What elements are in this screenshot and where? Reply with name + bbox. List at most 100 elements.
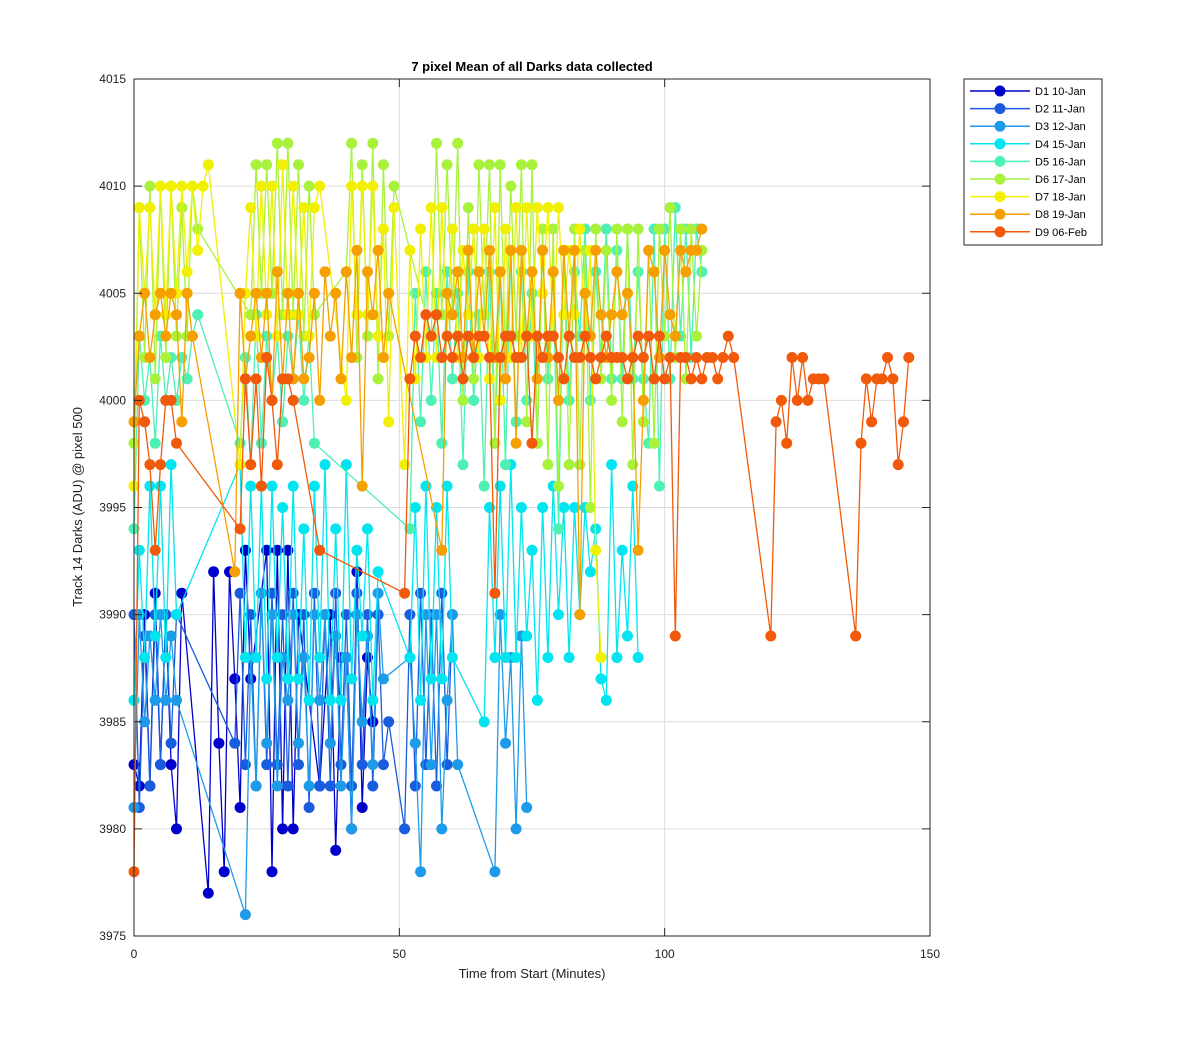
data-point (171, 309, 182, 321)
data-point (510, 437, 522, 449)
data-point (691, 244, 702, 256)
data-point (882, 352, 893, 363)
legend-marker (994, 208, 1006, 220)
data-point (653, 330, 665, 342)
data-point (452, 330, 464, 342)
data-point (425, 759, 437, 771)
data-point (149, 544, 161, 556)
data-point (537, 244, 549, 256)
data-point (595, 652, 607, 663)
data-point (584, 352, 596, 363)
data-point (616, 544, 628, 556)
data-point (250, 287, 262, 299)
data-point (324, 737, 336, 749)
data-point (308, 309, 320, 321)
data-point (457, 459, 469, 471)
data-point (574, 609, 586, 621)
data-point (505, 244, 517, 256)
data-point (377, 223, 389, 235)
data-point (186, 330, 198, 342)
data-point (261, 544, 273, 556)
data-point (245, 330, 257, 342)
data-point (510, 652, 522, 663)
data-point (616, 416, 628, 428)
data-point (271, 780, 283, 792)
data-point (505, 330, 517, 342)
data-point (261, 309, 273, 321)
data-point (404, 373, 416, 385)
data-point (139, 416, 151, 428)
legend-marker (994, 226, 1006, 238)
series-4 (128, 459, 644, 728)
data-point (155, 759, 166, 771)
data-point (436, 544, 448, 556)
data-point (446, 309, 458, 321)
data-point (595, 352, 607, 363)
data-point (176, 180, 188, 192)
data-point (600, 244, 612, 256)
data-point (680, 352, 692, 363)
data-point (404, 523, 416, 535)
data-point (165, 180, 177, 192)
data-point (266, 180, 278, 192)
data-point (494, 159, 506, 171)
data-point (494, 394, 506, 406)
data-point (287, 609, 299, 621)
data-point (356, 759, 368, 771)
data-point (898, 416, 909, 428)
data-point (362, 266, 373, 278)
axis-ticks: 0 50 100 150 3975 3980 3985 3990 3995 4000 4005 401… (99, 72, 940, 961)
data-point (691, 330, 702, 342)
data-point (706, 352, 718, 363)
data-point (515, 159, 527, 171)
data-point (765, 630, 777, 642)
data-point (335, 373, 347, 385)
data-point (622, 287, 633, 299)
data-point (775, 394, 787, 406)
data-point (632, 544, 644, 556)
data-point (500, 459, 511, 471)
data-point (346, 352, 358, 363)
data-point (431, 309, 442, 321)
data-point (637, 352, 649, 363)
data-point (234, 802, 246, 813)
data-point (892, 459, 904, 471)
series-line (133, 228, 703, 615)
data-point (446, 373, 458, 385)
data-point (388, 202, 400, 214)
data-point (537, 352, 549, 363)
data-point (489, 587, 501, 599)
legend-marker (994, 103, 1006, 115)
data-point (271, 459, 283, 471)
data-point (441, 694, 453, 706)
data-point (144, 180, 156, 192)
data-point (600, 223, 612, 235)
data-point (569, 244, 580, 256)
data-point (165, 630, 177, 642)
data-point (494, 352, 506, 363)
y-tick-label: 3975 (99, 929, 126, 943)
data-point (404, 244, 416, 256)
data-point (181, 287, 193, 299)
data-point (351, 544, 363, 556)
data-point (133, 330, 145, 342)
data-point (346, 823, 358, 835)
data-point (903, 352, 915, 363)
data-point (622, 223, 633, 235)
data-point (542, 202, 554, 214)
data-point (643, 330, 655, 342)
data-point (377, 673, 389, 685)
data-point (372, 587, 384, 599)
data-point (314, 780, 326, 792)
data-point (165, 737, 177, 749)
data-point (632, 652, 644, 663)
legend-label: D1 10-Jan (1035, 86, 1086, 98)
data-point (181, 373, 193, 385)
data-point (664, 352, 676, 363)
data-point (234, 287, 246, 299)
y-tick-label: 4000 (99, 393, 126, 407)
data-point (192, 223, 204, 235)
data-point (521, 416, 533, 428)
data-point (239, 373, 251, 385)
data-point (526, 266, 538, 278)
